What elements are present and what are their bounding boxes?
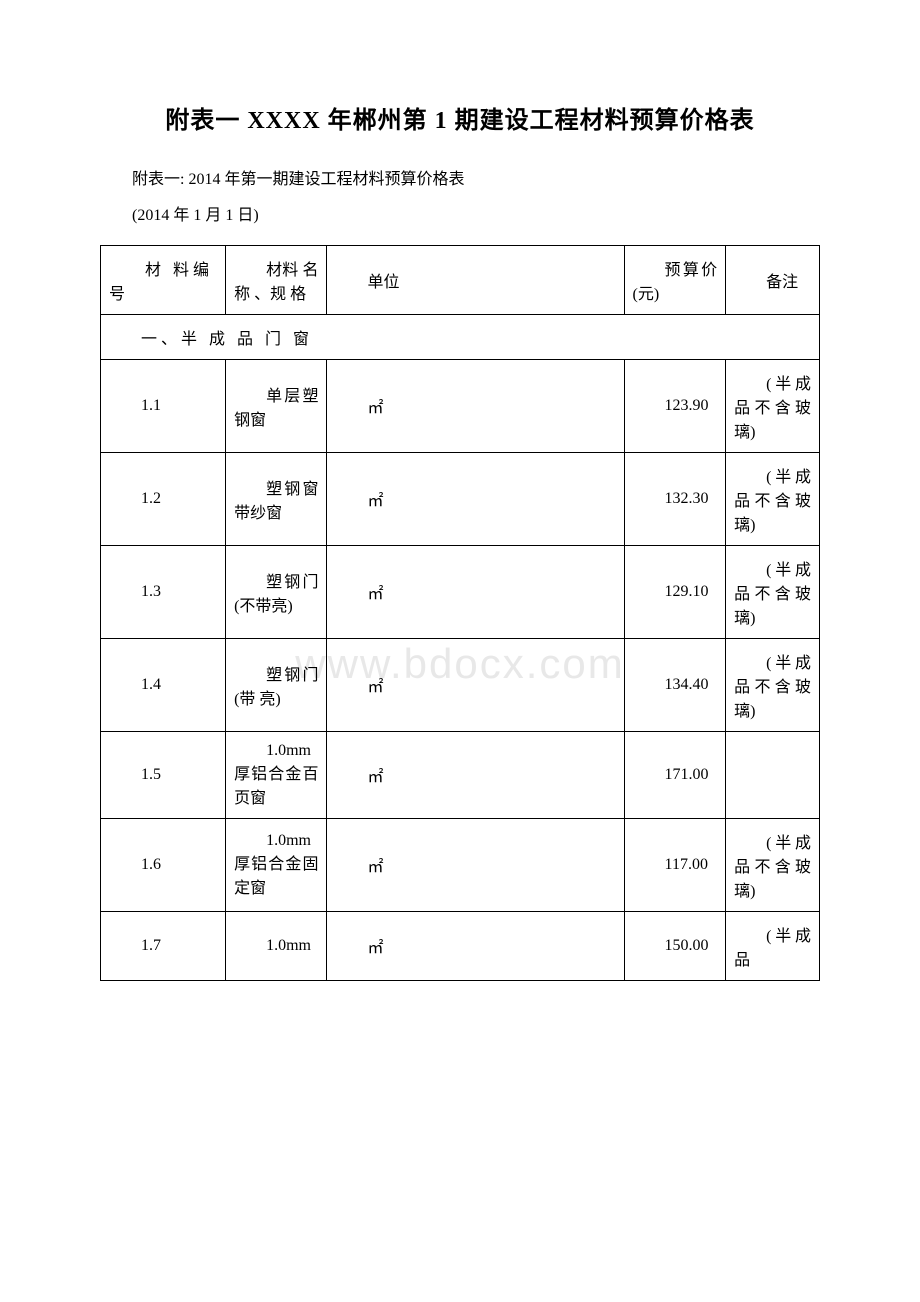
header-id: 材 料编 号 (101, 246, 226, 315)
table-row: 1.3 塑钢门 (不带亮) ㎡ 129.10 (半成品不含玻璃) (101, 546, 820, 639)
cell-price: 117.00 (624, 819, 726, 912)
cell-unit: ㎡ (327, 639, 624, 732)
cell-price: 129.10 (624, 546, 726, 639)
table-header-row: 材 料编 号 材料 名称 、规 格 单位 预算价(元) 备注 (101, 246, 820, 315)
price-table: 材 料编 号 材料 名称 、规 格 单位 预算价(元) 备注 一、半 成 品 门… (100, 245, 820, 981)
cell-note: (半成品 (726, 912, 820, 981)
cell-name: 1.0mm厚铝合金固定窗 (226, 819, 327, 912)
cell-name: 塑钢门 (不带亮) (226, 546, 327, 639)
cell-price: 150.00 (624, 912, 726, 981)
date-line: (2014 年 1 月 1 日) (100, 201, 820, 225)
cell-name: 塑钢窗带纱窗 (226, 453, 327, 546)
cell-unit: ㎡ (327, 453, 624, 546)
cell-name: 塑钢门 (带 亮) (226, 639, 327, 732)
cell-unit: ㎡ (327, 819, 624, 912)
cell-note: (半成品不含玻璃) (726, 639, 820, 732)
cell-id: 1.3 (101, 546, 226, 639)
cell-price: 123.90 (624, 360, 726, 453)
cell-unit: ㎡ (327, 732, 624, 819)
cell-id: 1.2 (101, 453, 226, 546)
header-name: 材料 名称 、规 格 (226, 246, 327, 315)
table-row: 1.6 1.0mm厚铝合金固定窗 ㎡ 117.00 (半成品不含玻璃) (101, 819, 820, 912)
cell-price: 171.00 (624, 732, 726, 819)
cell-unit: ㎡ (327, 546, 624, 639)
table-row: 1.2 塑钢窗带纱窗 ㎡ 132.30 (半成品不含玻璃) (101, 453, 820, 546)
table-row: 1.7 1.0mm ㎡ 150.00 (半成品 (101, 912, 820, 981)
cell-note: (半成品不含玻璃) (726, 546, 820, 639)
cell-name: 1.0mm (226, 912, 327, 981)
cell-id: 1.6 (101, 819, 226, 912)
header-unit: 单位 (327, 246, 624, 315)
cell-note: (半成品不含玻璃) (726, 453, 820, 546)
cell-price: 134.40 (624, 639, 726, 732)
cell-note (726, 732, 820, 819)
cell-note: (半成品不含玻璃) (726, 819, 820, 912)
page-title: 附表一 XXXX 年郴州第 1 期建设工程材料预算价格表 (100, 100, 820, 135)
header-price: 预算价(元) (624, 246, 726, 315)
cell-price: 132.30 (624, 453, 726, 546)
cell-id: 1.1 (101, 360, 226, 453)
table-row: 1.1 单层塑钢窗 ㎡ 123.90 (半成品不含玻璃) (101, 360, 820, 453)
cell-id: 1.5 (101, 732, 226, 819)
cell-unit: ㎡ (327, 360, 624, 453)
cell-note: (半成品不含玻璃) (726, 360, 820, 453)
cell-id: 1.4 (101, 639, 226, 732)
subtitle-text: 附表一: 2014 年第一期建设工程材料预算价格表 (100, 165, 820, 189)
cell-name: 1.0mm厚铝合金百页窗 (226, 732, 327, 819)
cell-id: 1.7 (101, 912, 226, 981)
table-row: 1.4 塑钢门 (带 亮) ㎡ 134.40 (半成品不含玻璃) (101, 639, 820, 732)
header-note: 备注 (726, 246, 820, 315)
section-row: 一、半 成 品 门 窗 (101, 315, 820, 360)
cell-unit: ㎡ (327, 912, 624, 981)
section-title: 一、半 成 品 门 窗 (101, 315, 820, 360)
table-row: 1.5 1.0mm厚铝合金百页窗 ㎡ 171.00 (101, 732, 820, 819)
cell-name: 单层塑钢窗 (226, 360, 327, 453)
